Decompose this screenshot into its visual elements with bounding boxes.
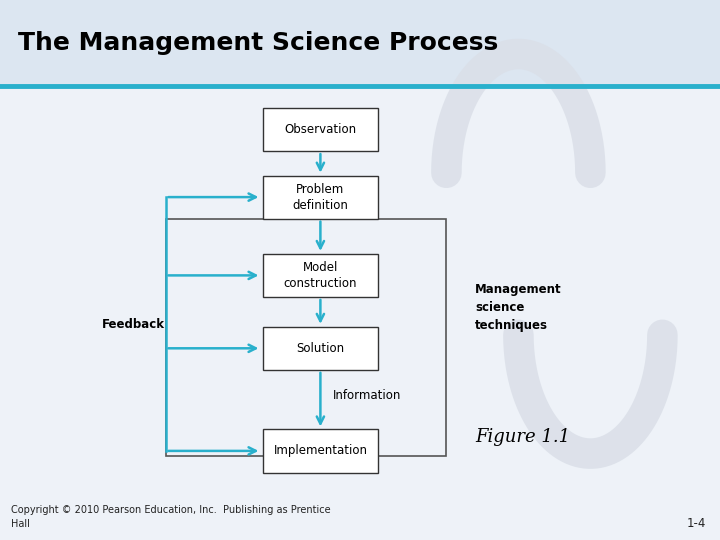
Text: Figure 1.1: Figure 1.1	[475, 428, 570, 447]
Bar	[263, 327, 378, 370]
Bar	[263, 254, 378, 297]
Text: Solution: Solution	[297, 342, 344, 355]
Bar	[0, 0, 720, 86]
Text: Management
science
techniques: Management science techniques	[475, 284, 562, 332]
Text: The Management Science Process: The Management Science Process	[18, 31, 498, 55]
Text: 1-4: 1-4	[686, 517, 706, 530]
Text: Implementation: Implementation	[274, 444, 367, 457]
Text: Copyright © 2010 Pearson Education, Inc.  Publishing as Prentice: Copyright © 2010 Pearson Education, Inc.…	[11, 505, 330, 515]
Text: Information: Information	[333, 389, 401, 402]
Text: Feedback: Feedback	[102, 318, 165, 330]
Bar	[263, 108, 378, 151]
Text: Problem
definition: Problem definition	[292, 183, 348, 212]
Text: Observation: Observation	[284, 123, 356, 136]
Text: Model
construction: Model construction	[284, 261, 357, 290]
Bar	[166, 219, 446, 456]
Bar	[263, 429, 378, 472]
Text: Hall: Hall	[11, 519, 30, 529]
Bar	[263, 176, 378, 219]
